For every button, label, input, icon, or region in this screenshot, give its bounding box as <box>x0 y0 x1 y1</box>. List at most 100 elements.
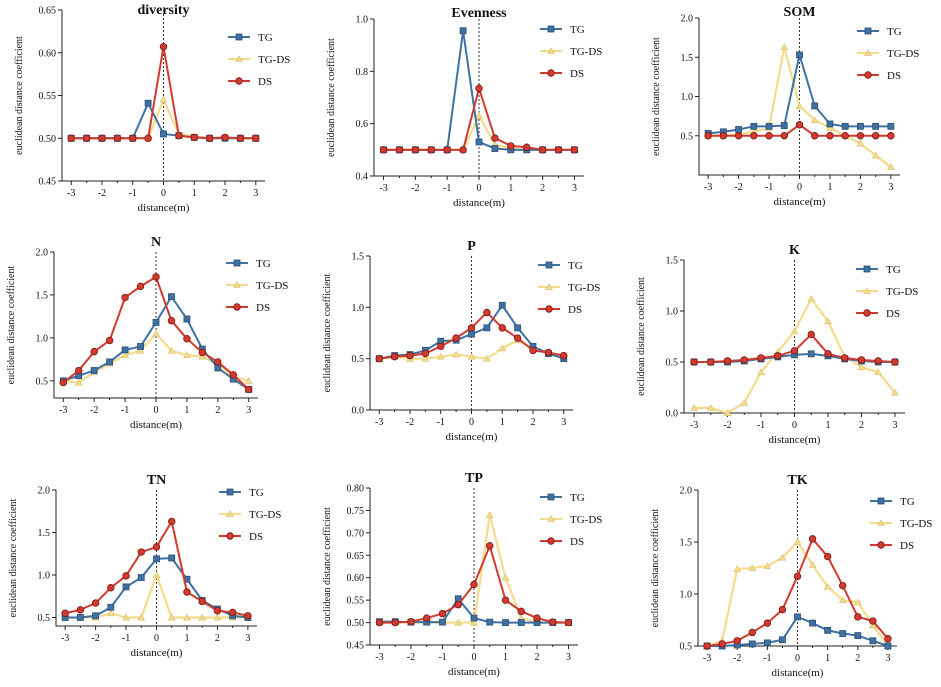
legend-marker <box>864 71 872 79</box>
x-tick-label: 2 <box>531 417 536 428</box>
y-axis-label: euclidean distance coefficient <box>322 507 333 626</box>
data-point <box>778 605 787 614</box>
data-point <box>887 132 895 140</box>
data-point <box>152 571 161 578</box>
x-tick-label: -2 <box>723 420 731 431</box>
data-point <box>459 146 467 154</box>
data-point <box>152 273 160 281</box>
data-point <box>438 609 447 618</box>
data-point <box>839 581 847 590</box>
x-tick-label: -1 <box>438 652 446 663</box>
data-point <box>807 330 815 339</box>
data-point <box>436 352 445 360</box>
y-tick-label: 0.50 <box>39 134 57 145</box>
data-point <box>137 343 144 350</box>
y-tick-label: 0.60 <box>347 573 365 584</box>
y-axis-label: euclidean distance coefficient <box>636 277 647 396</box>
y-tick-label: 2.0 <box>36 248 49 259</box>
data-point <box>734 132 743 140</box>
data-point <box>841 132 849 140</box>
data-point <box>706 404 715 411</box>
data-point <box>826 132 834 140</box>
x-tick-label: 3 <box>888 182 893 193</box>
data-point <box>59 378 67 387</box>
series-ds <box>704 121 895 140</box>
data-point <box>90 367 98 374</box>
x-axis-label: distance(m) <box>774 196 826 208</box>
data-point <box>823 552 832 561</box>
data-point <box>857 122 864 130</box>
chart-title: P <box>467 239 476 254</box>
legend-label: TG-DS <box>256 280 288 292</box>
data-point <box>780 132 788 140</box>
legend-label: TG <box>568 260 583 272</box>
chart-panel-evenness: Evenness 0.4 0.6 0.8 1.0 -3 -2 -1 0 1 2 3 distance(m… <box>326 6 602 209</box>
data-point <box>244 612 252 620</box>
data-point <box>826 120 834 128</box>
data-point <box>733 637 741 645</box>
legend-label: TG-DS <box>258 54 290 66</box>
y-tick-label: 0.5 <box>666 358 679 369</box>
data-point <box>795 121 804 129</box>
data-point <box>763 639 771 647</box>
data-point <box>390 352 399 361</box>
y-tick-label: 1.5 <box>681 53 694 64</box>
x-tick-label: -1 <box>443 183 451 194</box>
data-point <box>807 294 816 302</box>
data-point <box>486 618 494 626</box>
data-point <box>482 354 491 362</box>
legend-label: TG <box>570 492 585 504</box>
data-point <box>452 350 461 358</box>
data-point <box>205 134 214 142</box>
x-tick-label: 3 <box>892 420 897 431</box>
chart-title: TK <box>787 473 807 488</box>
data-point <box>544 348 553 357</box>
y-axis-label: euclidean distance coefficient <box>8 498 19 617</box>
data-point <box>421 354 430 362</box>
data-point <box>391 618 399 627</box>
x-tick-label: 0 <box>792 420 797 431</box>
x-axis-label: distance(m) <box>772 667 824 679</box>
y-tick-label: 1.5 <box>352 252 365 263</box>
data-point <box>517 607 525 616</box>
x-tick-label: -1 <box>129 188 137 199</box>
data-point <box>707 358 715 366</box>
data-point <box>485 511 494 518</box>
data-point <box>884 635 892 643</box>
series-ds <box>690 330 899 366</box>
x-tick-label: -1 <box>121 405 129 416</box>
chart-panel-som: SOM 0.5 1.0 1.5 2.0 -3 -2 -1 0 1 2 3 distance(m) eucl… <box>651 5 919 208</box>
series-ds <box>59 273 253 394</box>
data-point <box>491 145 499 152</box>
legend-marker <box>877 519 885 526</box>
y-axis-label: euclidean distance coefficient <box>322 273 333 392</box>
x-tick-label: 2 <box>859 420 864 431</box>
x-tick-label: -3 <box>703 653 711 664</box>
data-point <box>160 130 167 138</box>
data-point <box>92 612 99 620</box>
x-tick-label: -3 <box>375 652 383 663</box>
series-ds <box>375 542 573 627</box>
legend-label: DS <box>256 302 270 314</box>
y-tick-label: 0.50 <box>347 618 365 629</box>
legend: TG TG-DS DS <box>857 26 919 82</box>
x-tick-label: -3 <box>704 182 712 193</box>
y-tick-label: 0.60 <box>39 48 57 59</box>
legend: TG TG-DS DS <box>538 260 600 316</box>
x-tick-label: 0 <box>154 633 159 644</box>
data-point <box>498 324 506 332</box>
data-point <box>252 134 260 142</box>
legend-label: TG <box>900 496 915 508</box>
y-tick-label: 1.0 <box>356 15 369 26</box>
x-tick-label: 0 <box>477 183 482 194</box>
y-tick-label: 1.0 <box>680 590 693 601</box>
data-point <box>475 112 483 119</box>
data-point <box>824 627 832 634</box>
data-point <box>886 163 895 171</box>
data-point <box>105 336 114 345</box>
data-point <box>175 131 183 140</box>
data-point <box>560 351 568 360</box>
x-axis-label: distance(m) <box>769 434 821 446</box>
data-point <box>75 366 83 375</box>
x-tick-label: -3 <box>59 405 67 416</box>
